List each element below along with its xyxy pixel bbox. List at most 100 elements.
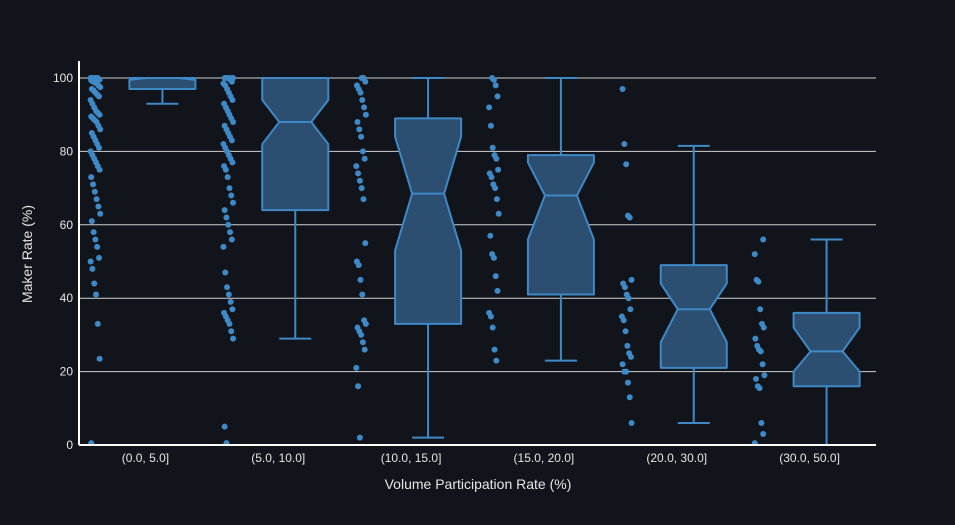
- data-point: [93, 291, 100, 298]
- box-body: [128, 77, 197, 91]
- box: [261, 77, 330, 340]
- data-point: [760, 324, 767, 331]
- data-point: [628, 276, 635, 283]
- data-point: [624, 342, 631, 349]
- data-point: [359, 339, 366, 346]
- data-point: [756, 385, 763, 392]
- data-point: [356, 434, 363, 441]
- data-point: [225, 291, 232, 298]
- data-point: [752, 335, 759, 342]
- data-point: [492, 185, 499, 192]
- data-point: [627, 353, 634, 360]
- data-point: [619, 86, 626, 93]
- data-point: [226, 320, 233, 327]
- data-point: [92, 236, 99, 243]
- data-point: [362, 111, 369, 118]
- data-point: [627, 306, 634, 313]
- data-point: [97, 126, 104, 133]
- data-point: [88, 218, 95, 225]
- data-point: [492, 82, 499, 89]
- data-point: [621, 284, 628, 291]
- y-axis-title: Maker Rate (%): [19, 205, 35, 303]
- data-point: [228, 192, 235, 199]
- data-point: [96, 166, 103, 173]
- data-point: [486, 104, 493, 111]
- x-tick-labels: (0.0, 5.0] (5.0, 10.0] (10.0, 15.0] (15.0, …: [122, 451, 840, 465]
- data-point: [230, 335, 237, 342]
- data-point: [760, 430, 767, 437]
- point-series: [87, 75, 768, 447]
- data-point: [355, 383, 362, 390]
- data-point: [619, 361, 626, 368]
- data-point: [362, 320, 369, 327]
- data-point: [230, 199, 237, 206]
- data-point: [623, 161, 630, 168]
- data-point: [222, 269, 229, 276]
- data-point: [357, 89, 364, 96]
- data-point: [488, 174, 495, 181]
- data-point: [359, 148, 366, 155]
- data-point: [355, 170, 362, 177]
- data-point: [229, 97, 236, 104]
- y-tick-label: 100: [53, 71, 73, 85]
- data-point: [221, 423, 228, 430]
- box-body: [394, 117, 463, 325]
- box-body: [792, 311, 861, 388]
- x-tick-label: (10.0, 15.0]: [381, 451, 442, 465]
- data-point: [755, 278, 762, 285]
- data-point: [96, 254, 103, 261]
- data-point: [757, 306, 764, 313]
- data-point: [623, 368, 630, 375]
- data-point: [226, 185, 233, 192]
- data-point: [355, 262, 362, 269]
- box: [128, 77, 197, 105]
- data-point: [361, 104, 368, 111]
- data-point: [495, 166, 502, 173]
- data-point: [228, 328, 235, 335]
- data-point: [759, 361, 766, 368]
- data-point: [91, 188, 98, 195]
- data-point: [361, 155, 368, 162]
- y-tick-label: 20: [60, 365, 74, 379]
- data-point: [360, 196, 367, 203]
- data-point: [90, 181, 97, 188]
- data-point: [89, 265, 96, 272]
- data-point: [358, 133, 365, 140]
- gridlines: [79, 77, 876, 373]
- x-axis-title: Volume Participation Rate (%): [385, 476, 572, 492]
- data-point: [357, 276, 364, 283]
- data-point: [489, 144, 496, 151]
- data-point: [96, 144, 103, 151]
- data-point: [97, 210, 104, 217]
- data-point: [94, 320, 101, 327]
- data-point: [353, 364, 360, 371]
- x-tick-label: (20.0, 30.0]: [646, 451, 707, 465]
- data-point: [96, 355, 103, 362]
- data-point: [228, 236, 235, 243]
- data-point: [94, 243, 101, 250]
- data-point: [96, 93, 103, 100]
- box: [526, 77, 595, 362]
- data-point: [751, 251, 758, 258]
- data-point: [359, 97, 366, 104]
- data-point: [359, 291, 366, 298]
- y-tick-label: 80: [60, 144, 74, 158]
- data-point: [491, 346, 498, 353]
- data-point: [354, 119, 361, 126]
- data-point: [358, 185, 365, 192]
- data-point: [225, 221, 232, 228]
- y-tick-label: 60: [60, 218, 74, 232]
- data-point: [353, 163, 360, 170]
- box-body: [261, 77, 330, 212]
- data-point: [490, 254, 497, 261]
- data-point: [228, 78, 235, 85]
- data-point: [626, 214, 633, 221]
- data-point: [624, 379, 631, 386]
- data-point: [362, 240, 369, 247]
- box: [659, 144, 728, 424]
- data-point: [88, 174, 95, 181]
- data-point: [361, 346, 368, 353]
- axes: [78, 61, 876, 446]
- y-tick-label: 40: [60, 291, 74, 305]
